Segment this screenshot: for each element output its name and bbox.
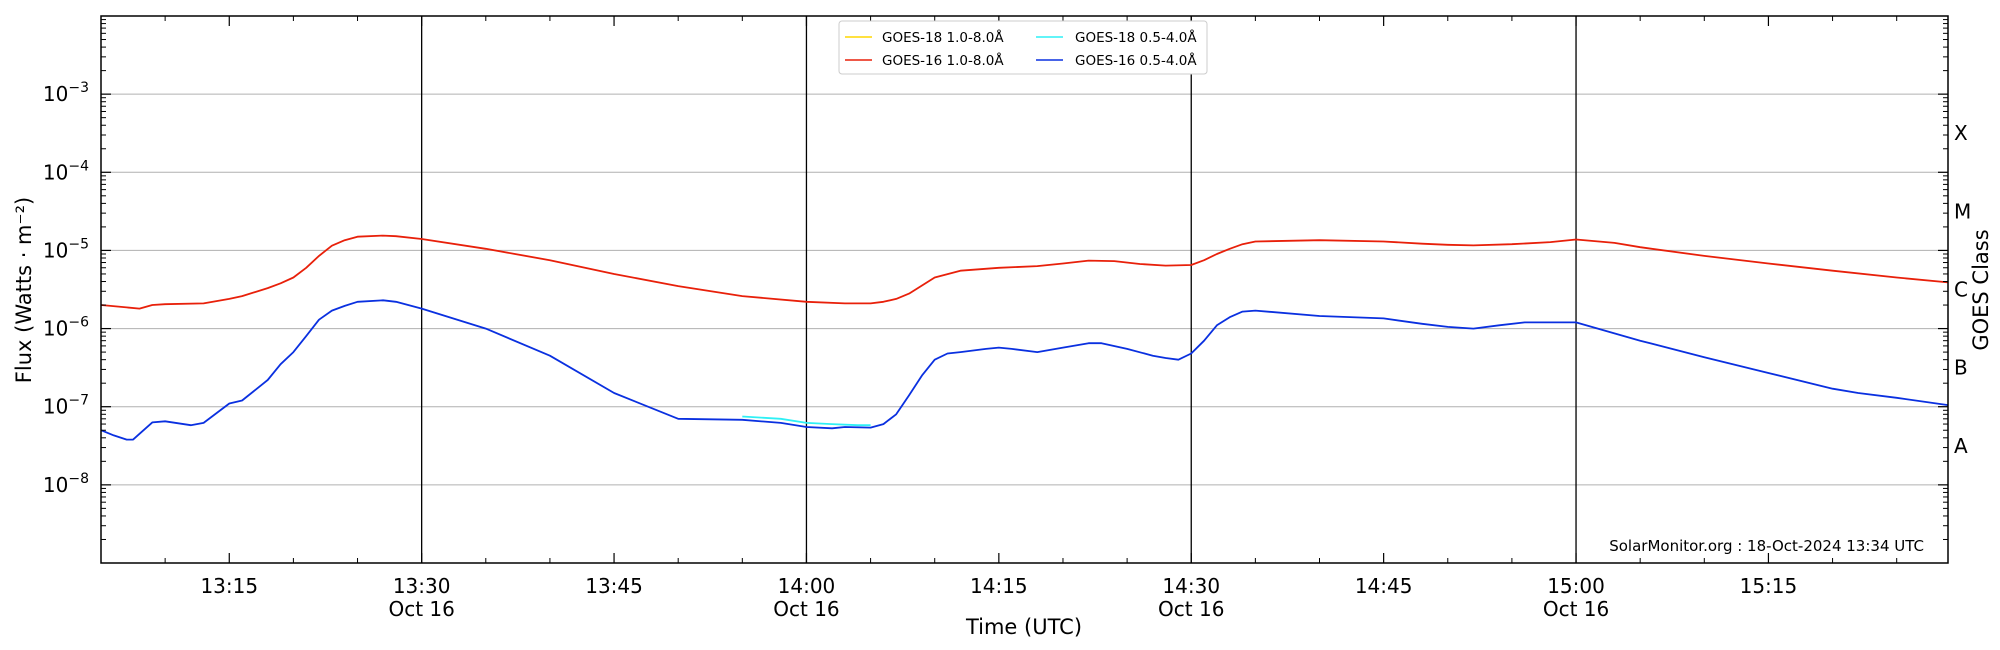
- x-tick-label: 14:00: [778, 574, 836, 598]
- series-line-3: [100, 299, 1949, 441]
- legend: GOES-18 1.0-8.0Å GOES-16 1.0-8.0Å GOES-1…: [838, 20, 1208, 75]
- y-tick-label: 10−5: [43, 236, 89, 262]
- legend-label-goes16-short: GOES-16 0.5-4.0Å: [1075, 52, 1197, 69]
- y-tick-label: 10−4: [43, 158, 89, 184]
- legend-label-goes18-long: GOES-18 1.0-8.0Å: [882, 29, 1004, 46]
- x-tick-label: 13:30: [393, 574, 451, 598]
- x-tick-label: 15:00: [1547, 574, 1605, 598]
- goes-class-label: C: [1954, 278, 1968, 302]
- legend-label-goes18-short: GOES-18 0.5-4.0Å: [1075, 29, 1197, 46]
- x-tick-label: 13:15: [200, 574, 258, 598]
- series-line-2: [742, 415, 871, 427]
- x-tick-label: 14:45: [1355, 574, 1413, 598]
- horizontal-grid: [101, 93, 1948, 486]
- x-axis-title: Time (UTC): [965, 615, 1082, 639]
- series-lines: [100, 234, 1949, 441]
- y-tick-label: 10−7: [43, 393, 89, 419]
- goes-class-label: A: [1954, 434, 1968, 458]
- x-tick-label: 15:15: [1740, 574, 1798, 598]
- credit-text: SolarMonitor.org : 18-Oct-2024 13:34 UTC: [1609, 537, 1924, 555]
- axis-ticks: [100, 16, 1948, 563]
- legend-label-goes16-long: GOES-16 1.0-8.0Å: [882, 52, 1004, 69]
- x-tick-label: 14:15: [970, 574, 1028, 598]
- x-tick-label: 14:30: [1162, 574, 1220, 598]
- goes-class-label: X: [1954, 121, 1968, 145]
- goes-class-label: B: [1954, 356, 1968, 380]
- x-tick-label: 13:45: [585, 574, 643, 598]
- y-axis-title: Flux (Watts · m⁻²): [12, 197, 36, 383]
- y-tick-label: 10−8: [43, 471, 89, 497]
- plot-frame: [100, 15, 1949, 564]
- right-axis-title: GOES Class: [1969, 229, 1993, 350]
- day-marker-lines: [421, 16, 1577, 563]
- x-tick-date-label: Oct 16: [1158, 597, 1224, 621]
- series-line-1: [100, 234, 1949, 310]
- x-tick-date-label: Oct 16: [388, 597, 454, 621]
- goes-class-labels: A B C M X: [1954, 121, 1971, 458]
- y-tick-label: 10−6: [43, 315, 89, 341]
- y-tick-label: 10−3: [43, 80, 89, 106]
- goes-class-label: M: [1954, 199, 1971, 223]
- x-tick-date-label: Oct 16: [1543, 597, 1609, 621]
- legend-box: [838, 20, 1208, 75]
- x-tick-date-label: Oct 16: [773, 597, 839, 621]
